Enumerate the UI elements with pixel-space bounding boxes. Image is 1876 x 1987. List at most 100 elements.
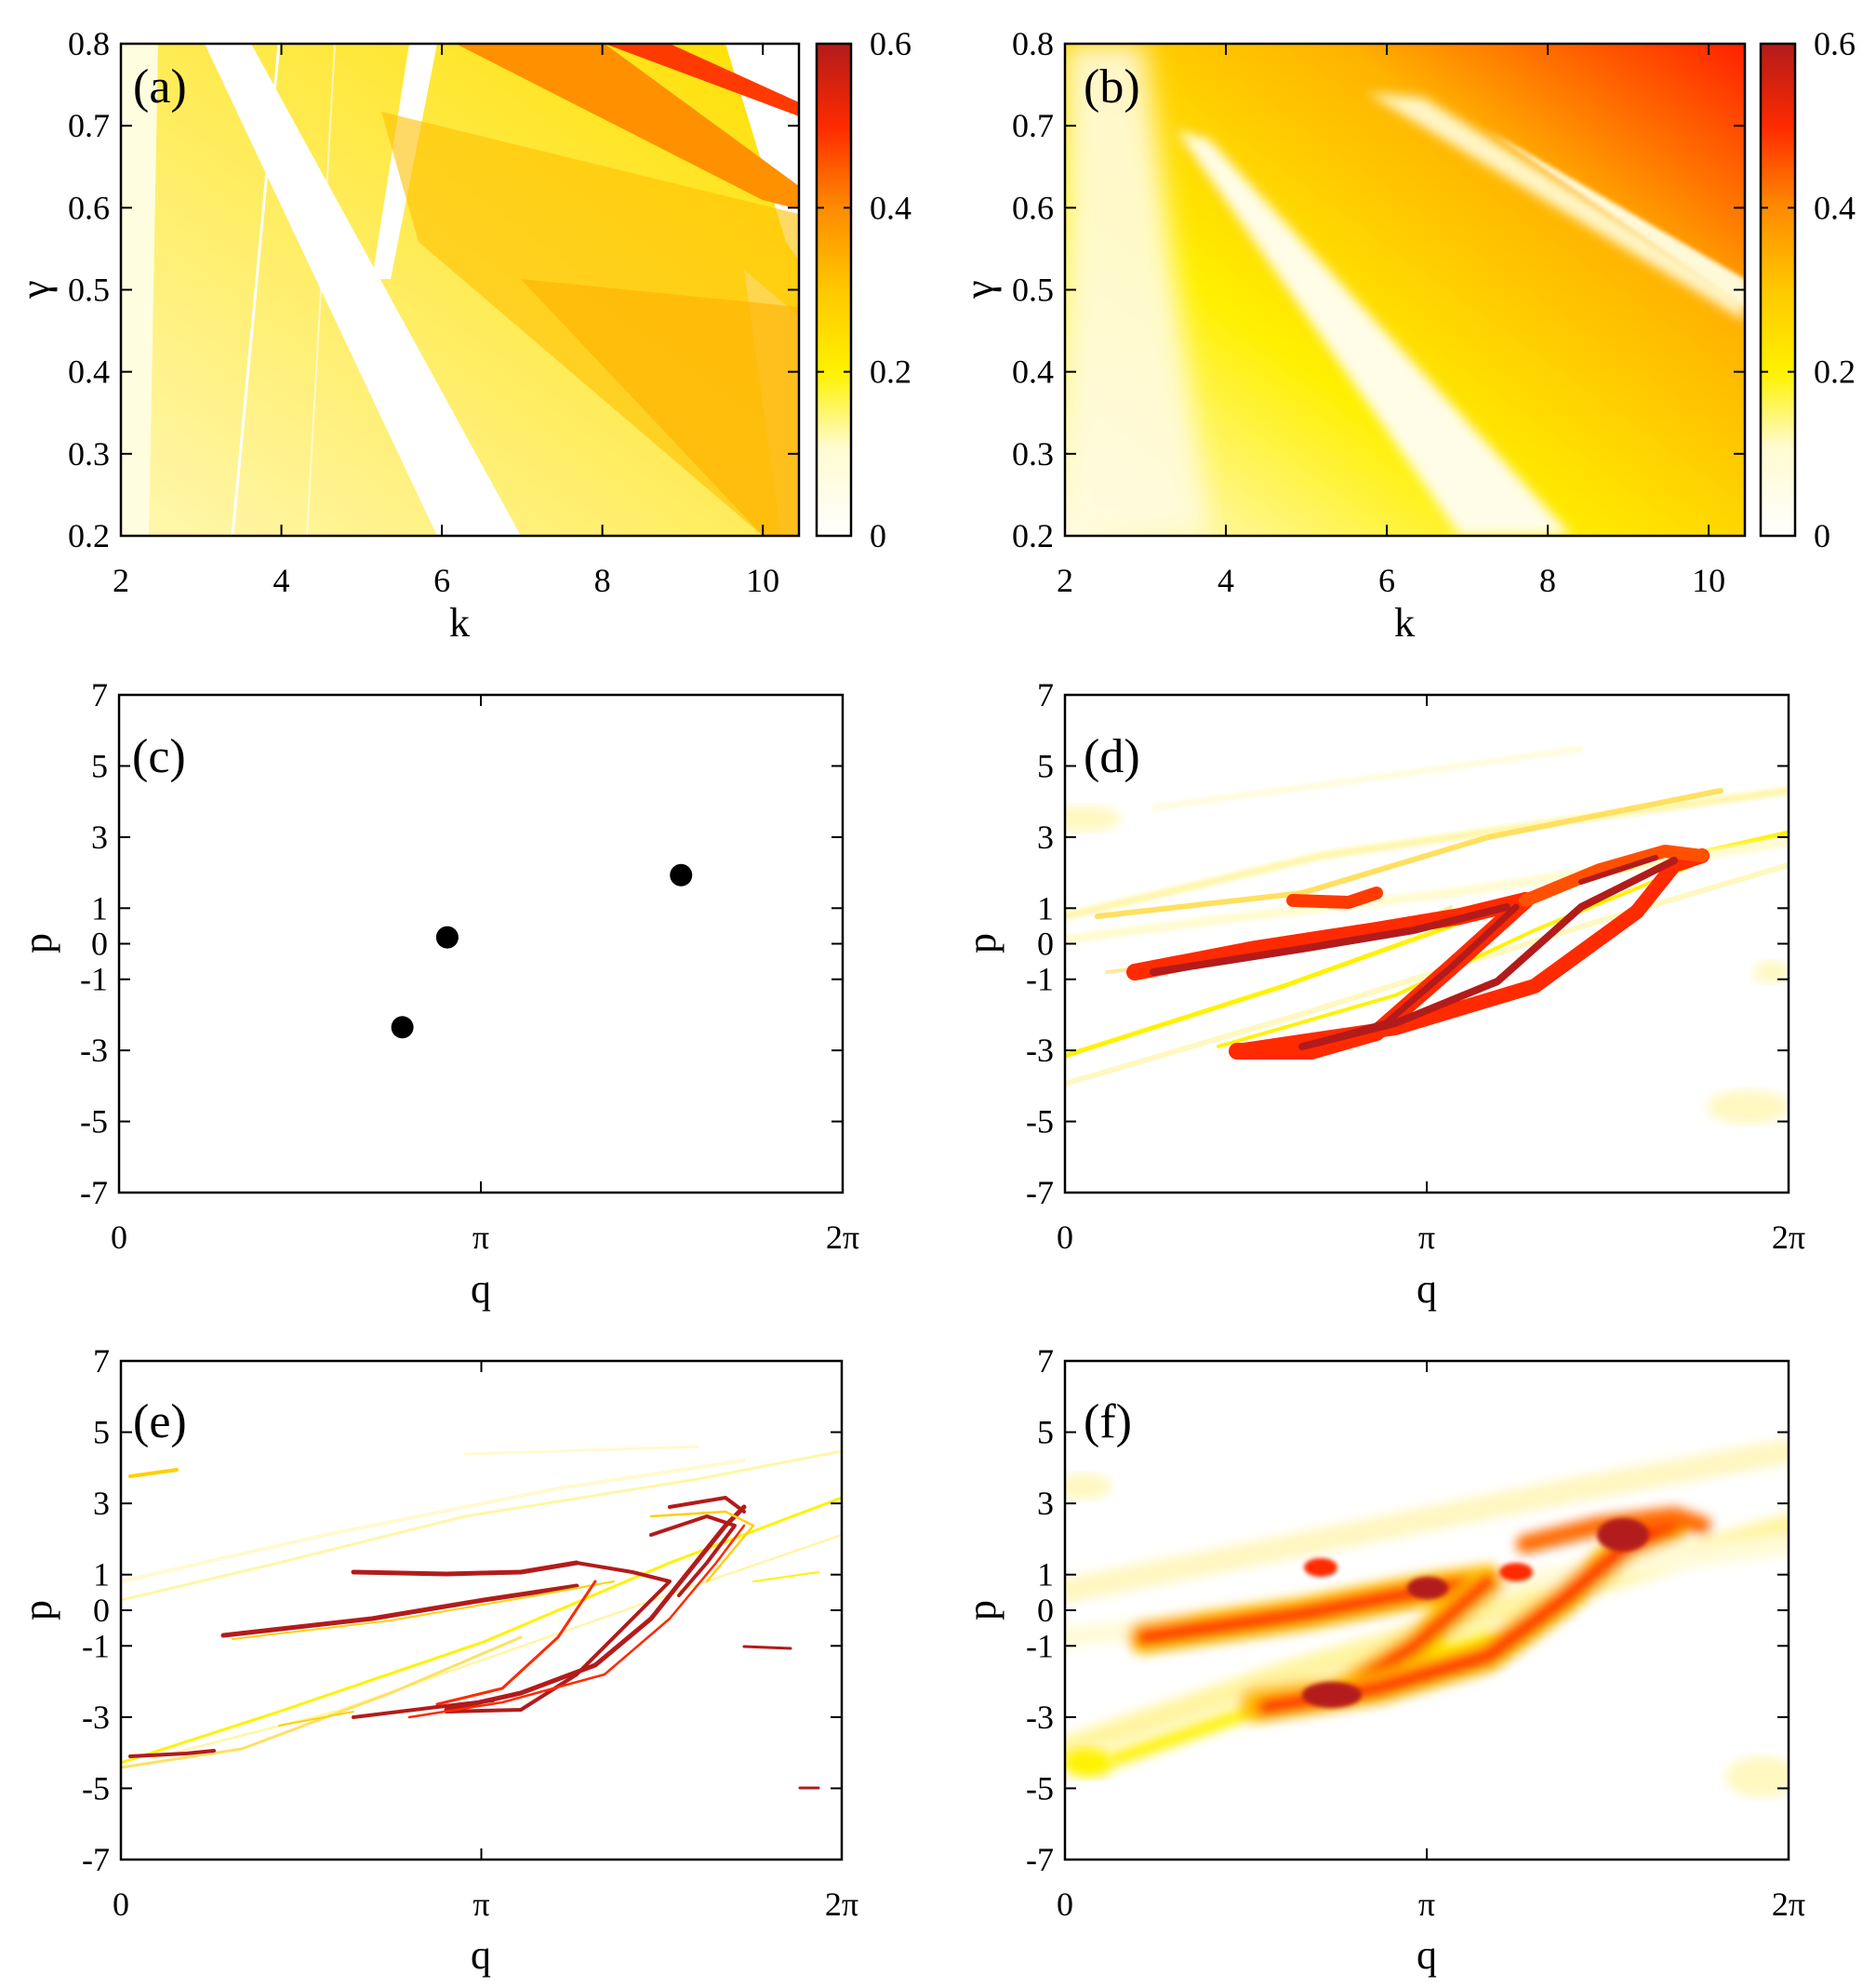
panel-d-xtick-label: 0	[1057, 1219, 1073, 1256]
panel-c-label: (c)	[132, 730, 186, 783]
panel-b-colorbar-ticks: 0 0.2 0.4 0.6	[1761, 25, 1856, 554]
panel-a-cbtick-label: 0	[870, 517, 886, 554]
panel-a-cbtick-label: 0.2	[870, 353, 911, 391]
panel-a-yticks: 0.2 0.3 0.4 0.5 0.6 0.7 0.8	[68, 25, 799, 554]
panel-c-xticks: 0 π 2π	[111, 695, 859, 1256]
panel-b-cbtick-label: 0.2	[1814, 353, 1856, 391]
panel-a-cbtick-label: 0.4	[870, 189, 911, 226]
panel-d-heatmap	[1065, 746, 1789, 1124]
panel-c-xtick-label: π	[472, 1219, 489, 1256]
panel-f-heatmap	[1065, 1439, 1789, 1797]
panel-f-xtick-label: 0	[1057, 1886, 1073, 1923]
panel-b-xtick-label: 4	[1217, 562, 1234, 599]
scatter-point	[670, 863, 693, 887]
panel-f-ytick-label: 7	[1037, 1342, 1054, 1380]
panel-d-ytick-label: -3	[1026, 1032, 1054, 1069]
panel-d-xticks: 0 π 2π	[1057, 695, 1805, 1256]
panel-e-ytick-label: -1	[82, 1627, 110, 1664]
scatter-point	[435, 926, 459, 949]
panel-f-xtick-label: π	[1418, 1886, 1435, 1923]
panel-f-ytick-label: 1	[1037, 1556, 1054, 1594]
panel-f-ytick-label: -1	[1026, 1627, 1054, 1664]
panel-b-label: (b)	[1084, 60, 1140, 113]
panel-a-xtick-label: 2	[113, 562, 129, 599]
panel-a-label: (a)	[133, 60, 187, 113]
panel-b-cbtick-label: 0.4	[1814, 189, 1856, 226]
panel-e-ytick-label: 0	[93, 1592, 110, 1629]
panel-b-cbtick-label: 0	[1814, 517, 1830, 554]
panel-a-xlabel: k	[449, 600, 470, 646]
panel-d-xtick-label: 2π	[1772, 1219, 1805, 1256]
panel-f-ytick-label: 3	[1037, 1485, 1054, 1522]
panel-a-ytick-label: 0.7	[68, 107, 110, 144]
panel-e-xtick-label: 0	[113, 1886, 129, 1923]
panel-f-xlabel: q	[1417, 1932, 1437, 1978]
panel-e-yticks: 7 5 3 10-1 -3 -5 -7	[82, 1342, 842, 1878]
panel-a-xtick-label: 6	[433, 562, 450, 599]
panel-e-ytick-label: -5	[82, 1769, 110, 1807]
panel-d-ytick-label: 3	[1037, 819, 1054, 856]
panel-d-ytick-label: 1	[1037, 889, 1054, 927]
panel-f-ylabel: p	[959, 1600, 1005, 1620]
panel-b-yticks: 0.2 0.3 0.4 0.5 0.6 0.7 0.8	[1012, 25, 1745, 554]
panel-b-xtick-label: 8	[1539, 562, 1556, 599]
panel-b-xtick-label: 10	[1692, 562, 1725, 599]
panel-e-ytick-label: 3	[93, 1485, 110, 1522]
panel-a-ytick-label: 0.6	[68, 189, 110, 226]
panel-a-heatmap	[121, 44, 799, 536]
panel-d-ytick-label: 0	[1037, 926, 1054, 963]
panel-d-ylabel: p	[959, 933, 1005, 953]
panel-a-cbtick-label: 0.6	[870, 25, 911, 62]
panel-f-label: (f)	[1084, 1395, 1132, 1448]
panel-b: (b) 2 4 6 8 10 0.2 0.3 0.4 0.5 0.6 0.7 0.8 k γ 0 0.…	[956, 25, 1856, 646]
panel-d-ytick-label: -1	[1026, 961, 1054, 998]
panel-e-xtick-label: 2π	[825, 1886, 858, 1923]
panel-a-xtick-label: 4	[273, 562, 290, 599]
panel-f-ytick-label: 0	[1037, 1592, 1054, 1629]
panel-a-xticks: 2 4 6 8 10	[113, 44, 779, 599]
panel-a-ytick-label: 0.8	[68, 25, 110, 62]
panel-f-xtick-label: 2π	[1772, 1886, 1805, 1923]
panel-b-ytick-label: 0.2	[1012, 517, 1054, 554]
panel-c-xlabel: q	[471, 1266, 491, 1312]
panel-e-ytick-label: -7	[82, 1841, 110, 1878]
panel-f-ytick-label: -5	[1026, 1769, 1054, 1807]
panel-b-ytick-label: 0.4	[1012, 353, 1054, 391]
panel-a-ytick-label: 0.5	[68, 272, 110, 309]
panel-e-label: (e)	[133, 1395, 187, 1448]
panel-c-frame	[117, 693, 845, 1194]
panel-e-ylabel: p	[15, 1600, 60, 1620]
panel-a-xtick-label: 10	[746, 562, 779, 599]
panel-f-ytick-label: 5	[1037, 1414, 1054, 1451]
panel-b-ytick-label: 0.8	[1012, 25, 1054, 62]
panel-f-ytick-label: -7	[1026, 1841, 1054, 1878]
panel-c-ytick-label: -3	[80, 1032, 108, 1069]
panel-b-xticks: 2 4 6 8 10	[1057, 44, 1725, 599]
panel-b-ytick-label: 0.6	[1012, 189, 1054, 226]
panel-d-ytick-label: -7	[1026, 1174, 1054, 1211]
panel-e-ytick-label: 7	[93, 1342, 110, 1380]
panel-f-ytick-label: -3	[1026, 1699, 1054, 1736]
panel-c-ytick-label: 3	[91, 819, 108, 856]
panel-b-heatmap	[1065, 44, 1745, 536]
panel-c-ytick-label: 7	[91, 676, 108, 713]
panel-b-ytick-label: 0.7	[1012, 107, 1054, 144]
panel-d-ytick-label: 7	[1037, 676, 1054, 713]
panel-e-xticks: 0 π 2π	[113, 1361, 858, 1923]
panel-e-heatmap	[121, 1445, 842, 1790]
scatter-point	[391, 1016, 414, 1039]
panel-e-ytick-label: 5	[93, 1414, 110, 1451]
panel-b-xlabel: k	[1394, 600, 1415, 646]
panel-c-ytick-label: 1	[91, 889, 108, 927]
panel-b-cbtick-label: 0.6	[1814, 25, 1856, 62]
panel-a-colorbar	[815, 42, 853, 538]
panel-c-ylabel: p	[15, 933, 60, 953]
panel-b-ytick-label: 0.5	[1012, 272, 1054, 309]
panel-b-ytick-label: 0.3	[1012, 435, 1054, 473]
panel-b-colorbar	[1759, 42, 1797, 538]
panel-c-yticks: 7 5 3 10-1 -3 -5 -7	[80, 676, 843, 1211]
